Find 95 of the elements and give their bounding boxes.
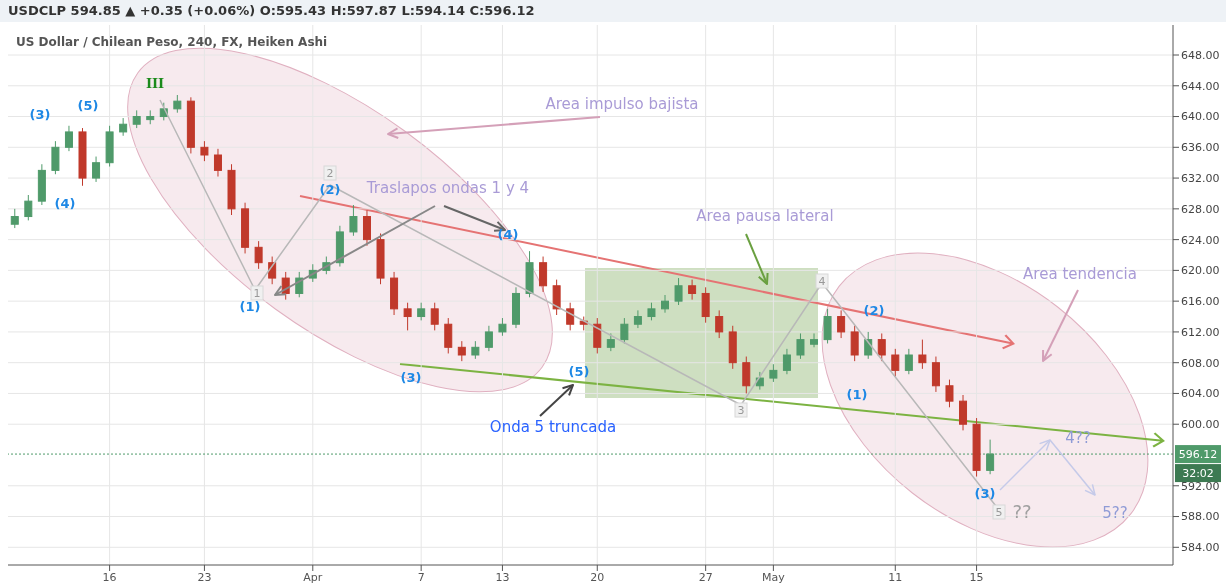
annotation: Traslapos ondas 1 y 4 <box>365 179 530 197</box>
y-tick-label: 640.00 <box>1181 110 1220 124</box>
candlestick <box>430 302 439 331</box>
x-tick-label: 11 <box>888 570 903 584</box>
y-tick-label: 632.00 <box>1181 171 1220 185</box>
annotation: 4 <box>818 275 826 288</box>
y-tick-label: 644.00 <box>1181 79 1220 93</box>
candlestick <box>444 317 453 354</box>
y-tick-label: 592.00 <box>1181 479 1220 493</box>
candlestick <box>931 356 940 393</box>
candlestick <box>362 209 371 247</box>
candlestick <box>850 325 859 362</box>
candlestick <box>959 394 968 431</box>
candlestick <box>119 117 128 137</box>
annotation: 1 <box>253 287 261 300</box>
candlestick <box>51 140 60 175</box>
y-tick-label: 636.00 <box>1181 141 1220 155</box>
candlestick <box>945 379 954 408</box>
candlestick <box>200 140 209 162</box>
x-tick-label: 23 <box>197 570 212 584</box>
annotation: (3) <box>29 107 51 122</box>
candlestick <box>823 308 832 344</box>
x-tick-label: 15 <box>969 570 984 584</box>
y-tick-label: 628.00 <box>1181 202 1220 216</box>
candlestick <box>254 240 263 270</box>
annotation: III <box>145 76 165 91</box>
ref-line-label: 596.12 <box>1178 448 1218 462</box>
annotation: 4?? <box>1065 429 1091 447</box>
candlestick <box>552 279 561 316</box>
annotation: Area tendencia <box>1023 265 1137 283</box>
candlestick <box>24 194 33 221</box>
y-tick-label: 584.00 <box>1181 541 1220 555</box>
y-tick-label: 588.00 <box>1181 510 1220 524</box>
annotation: (3) <box>974 486 996 501</box>
annotation: (5) <box>77 98 99 113</box>
annotation: 3 <box>737 404 745 417</box>
candlestick <box>633 309 642 329</box>
annotation: ?? <box>1012 501 1032 522</box>
candlestick <box>796 332 805 360</box>
candlestick <box>837 309 846 339</box>
y-tick-label: 608.00 <box>1181 356 1220 370</box>
x-tick-label: 7 <box>417 570 425 584</box>
annotation: (2) <box>863 303 885 318</box>
candlestick <box>539 256 548 293</box>
annotation: Area impulso bajista <box>545 95 699 113</box>
candlestick <box>904 348 913 375</box>
candlestick <box>918 339 927 370</box>
annotation: Area pausa lateral <box>696 207 834 225</box>
candlestick <box>593 317 602 354</box>
y-tick-label: 612.00 <box>1181 325 1220 339</box>
annotation: 5?? <box>1102 504 1128 522</box>
candlestick <box>810 332 819 348</box>
x-tick-label: Apr <box>303 570 323 584</box>
y-tick-label: 604.00 <box>1181 387 1220 401</box>
candlestick <box>620 317 629 344</box>
candlestick <box>782 348 791 375</box>
candlestick <box>891 348 900 378</box>
x-tick-label: 27 <box>698 570 713 584</box>
y-tick-label: 616.00 <box>1181 295 1220 309</box>
candlestick <box>661 294 670 314</box>
y-tick-label: 620.00 <box>1181 264 1220 278</box>
candlestick <box>10 208 19 229</box>
candlestick <box>742 356 751 394</box>
candlestick <box>566 302 575 331</box>
x-tick-label: 20 <box>590 570 605 584</box>
candlestick <box>64 125 73 152</box>
candlestick <box>403 302 412 331</box>
annotation: (1) <box>239 299 261 314</box>
text: US Dollar / Chilean Peso, 240, FX, Heiken Ashi <box>16 35 328 49</box>
y-tick-label: 600.00 <box>1181 418 1220 432</box>
candlestick <box>715 309 724 339</box>
annotation: (5) <box>568 364 590 379</box>
annotation: (4) <box>497 227 519 242</box>
candlestick <box>92 156 101 183</box>
text: 32:02 <box>1182 467 1214 481</box>
candlestick <box>213 148 222 178</box>
candlestick <box>457 340 466 362</box>
annotation: 2 <box>326 167 334 180</box>
x-tick-label: 16 <box>102 570 117 584</box>
chart-subtitle: USDCLP 594.85 ▲ +0.35 (+0.06%) O:595.43 H:597.87 L:594.14 C:596.12 <box>8 3 535 18</box>
y-tick-label: 648.00 <box>1181 48 1220 62</box>
candlestick <box>701 286 710 324</box>
candlestick <box>484 325 493 352</box>
candlestick <box>349 204 358 237</box>
x-tick-label: May <box>762 570 786 584</box>
annotation: (3) <box>400 370 422 385</box>
annotation: (4) <box>54 196 76 211</box>
annotation: Onda 5 truncada <box>489 418 617 436</box>
annotation: (1) <box>846 387 868 402</box>
annotation: 5 <box>995 506 1003 519</box>
x-tick-label: 13 <box>495 570 510 584</box>
y-tick-label: 624.00 <box>1181 233 1220 247</box>
candlestick <box>674 277 683 306</box>
annotation: (2) <box>319 182 341 197</box>
candlestick <box>688 279 697 301</box>
